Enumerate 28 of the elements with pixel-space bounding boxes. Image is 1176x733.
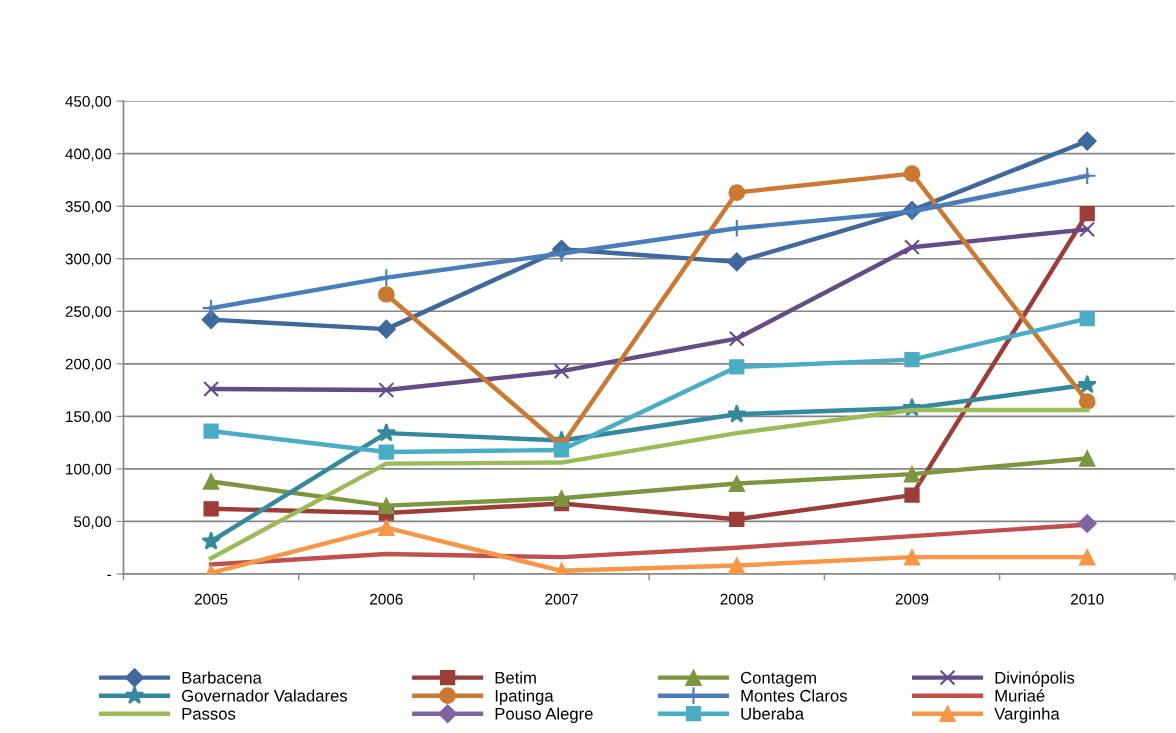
- legend-label: Uberaba: [741, 707, 805, 720]
- x-tick-label: 2005: [194, 593, 228, 605]
- y-tick-label: 450,00: [65, 96, 112, 109]
- legend-label: Contagem: [740, 671, 816, 687]
- y-tick-label: 350,00: [65, 201, 112, 214]
- legend-label: Pouso Alegre: [495, 707, 593, 723]
- y-tick-label: 100,00: [66, 463, 112, 477]
- legend-label: Varginha: [994, 707, 1060, 723]
- x-tick-label: 2007: [545, 593, 578, 605]
- y-tick-label: -: [107, 574, 111, 577]
- x-tick-label: 2006: [370, 593, 403, 605]
- x-tick-label: 2010: [1070, 593, 1104, 605]
- legend-label: Betim: [495, 671, 536, 684]
- legend-label: Montes Claros: [741, 689, 847, 702]
- x-tick-label: 2009: [895, 593, 929, 605]
- y-tick-label: 150,00: [66, 411, 112, 424]
- y-tick-label: 250,00: [65, 306, 112, 319]
- legend-label: Barbacena: [182, 671, 262, 684]
- legend-label: Passos: [182, 708, 236, 720]
- y-tick-label: 50,00: [74, 516, 112, 529]
- y-tick-label: 200,00: [65, 358, 112, 372]
- legend-label: Muriaé: [995, 689, 1045, 702]
- y-tick-label: 300,00: [65, 253, 112, 267]
- y-tick-label: 400,00: [65, 148, 112, 162]
- legend-label: Ipatinga: [495, 689, 554, 705]
- legend-label: Divinópolis: [995, 671, 1075, 687]
- legend-label: Governador Valadares: [182, 689, 348, 702]
- x-tick-label: 2008: [720, 593, 754, 605]
